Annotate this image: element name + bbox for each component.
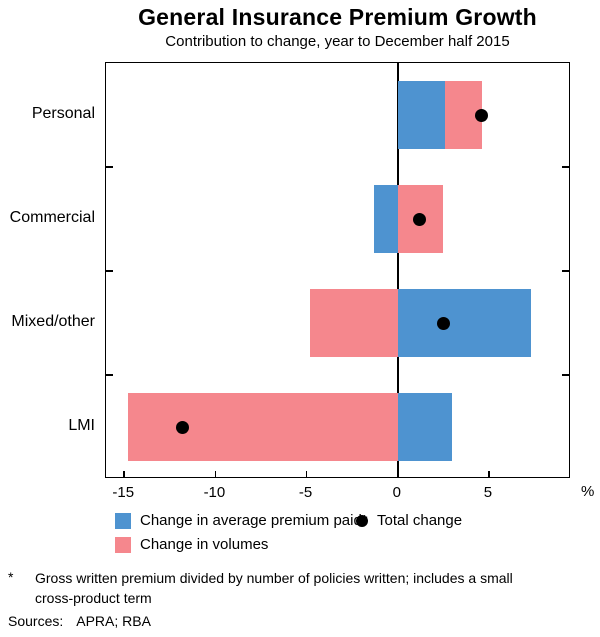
- x-tick-mark: [123, 471, 125, 477]
- x-tick-label: -5: [298, 484, 313, 501]
- legend-swatch-volumes: [115, 537, 131, 553]
- bar-segment: [397, 393, 453, 461]
- category-separator-tick: [106, 270, 113, 272]
- bar-segment: [310, 289, 398, 357]
- category-separator-tick: [106, 374, 113, 376]
- x-tick-mark: [397, 471, 399, 477]
- category-separator-tick: [106, 166, 113, 168]
- x-tick-label: 0: [392, 484, 401, 501]
- category-separator-tick: [562, 374, 569, 376]
- legend-item-total: Total change: [356, 512, 462, 530]
- sources-line: Sources: APRA; RBA: [8, 613, 151, 629]
- total-change-dot: [436, 316, 450, 330]
- x-tick-label: -15: [112, 484, 135, 501]
- sources-label: Sources:: [8, 613, 64, 629]
- chart-title: General Insurance Premium Growth: [138, 4, 537, 30]
- footnote-text: Gross written premium divided by number …: [35, 570, 513, 606]
- category-label: Commercial: [9, 209, 95, 226]
- chart-subtitle: Contribution to change, year to December…: [165, 33, 510, 50]
- total-change-dot: [475, 108, 489, 122]
- legend-item-volumes: Change in volumes: [115, 536, 268, 554]
- category-label: Personal: [31, 105, 95, 122]
- total-change-dot: [176, 420, 190, 434]
- total-change-dot: [413, 212, 427, 226]
- legend-label-volumes: Change in volumes: [140, 536, 269, 553]
- category-label: Mixed/other: [11, 313, 95, 330]
- footnote: * Gross written premium divided by numbe…: [8, 569, 540, 608]
- bar-segment: [127, 393, 398, 461]
- bar-segment: [397, 289, 531, 357]
- x-tick-mark: [214, 471, 217, 477]
- legend-swatch-premium: [115, 513, 131, 529]
- legend-label-total: Total change: [377, 512, 463, 529]
- sources-value: APRA; RBA: [76, 613, 151, 629]
- category-separator-tick: [562, 270, 569, 272]
- x-tick-mark: [488, 471, 490, 477]
- x-tick-mark: [305, 471, 308, 477]
- legend-item-premium: Change in average premium paid*: [115, 512, 368, 530]
- bar-segment: [374, 185, 398, 253]
- x-tick-label: 5: [483, 484, 493, 501]
- legend-dot-icon: [356, 515, 368, 527]
- plot-area: [105, 62, 570, 478]
- category-separator-tick: [562, 166, 569, 168]
- category-label: LMI: [68, 417, 95, 434]
- footnote-marker: *: [8, 569, 14, 585]
- bar-segment: [397, 81, 446, 149]
- zero-axis-line: [397, 63, 399, 477]
- legend-label-premium: Change in average premium paid*: [140, 512, 368, 529]
- x-axis-unit-label: %: [581, 483, 595, 500]
- x-tick-label: -10: [203, 484, 226, 501]
